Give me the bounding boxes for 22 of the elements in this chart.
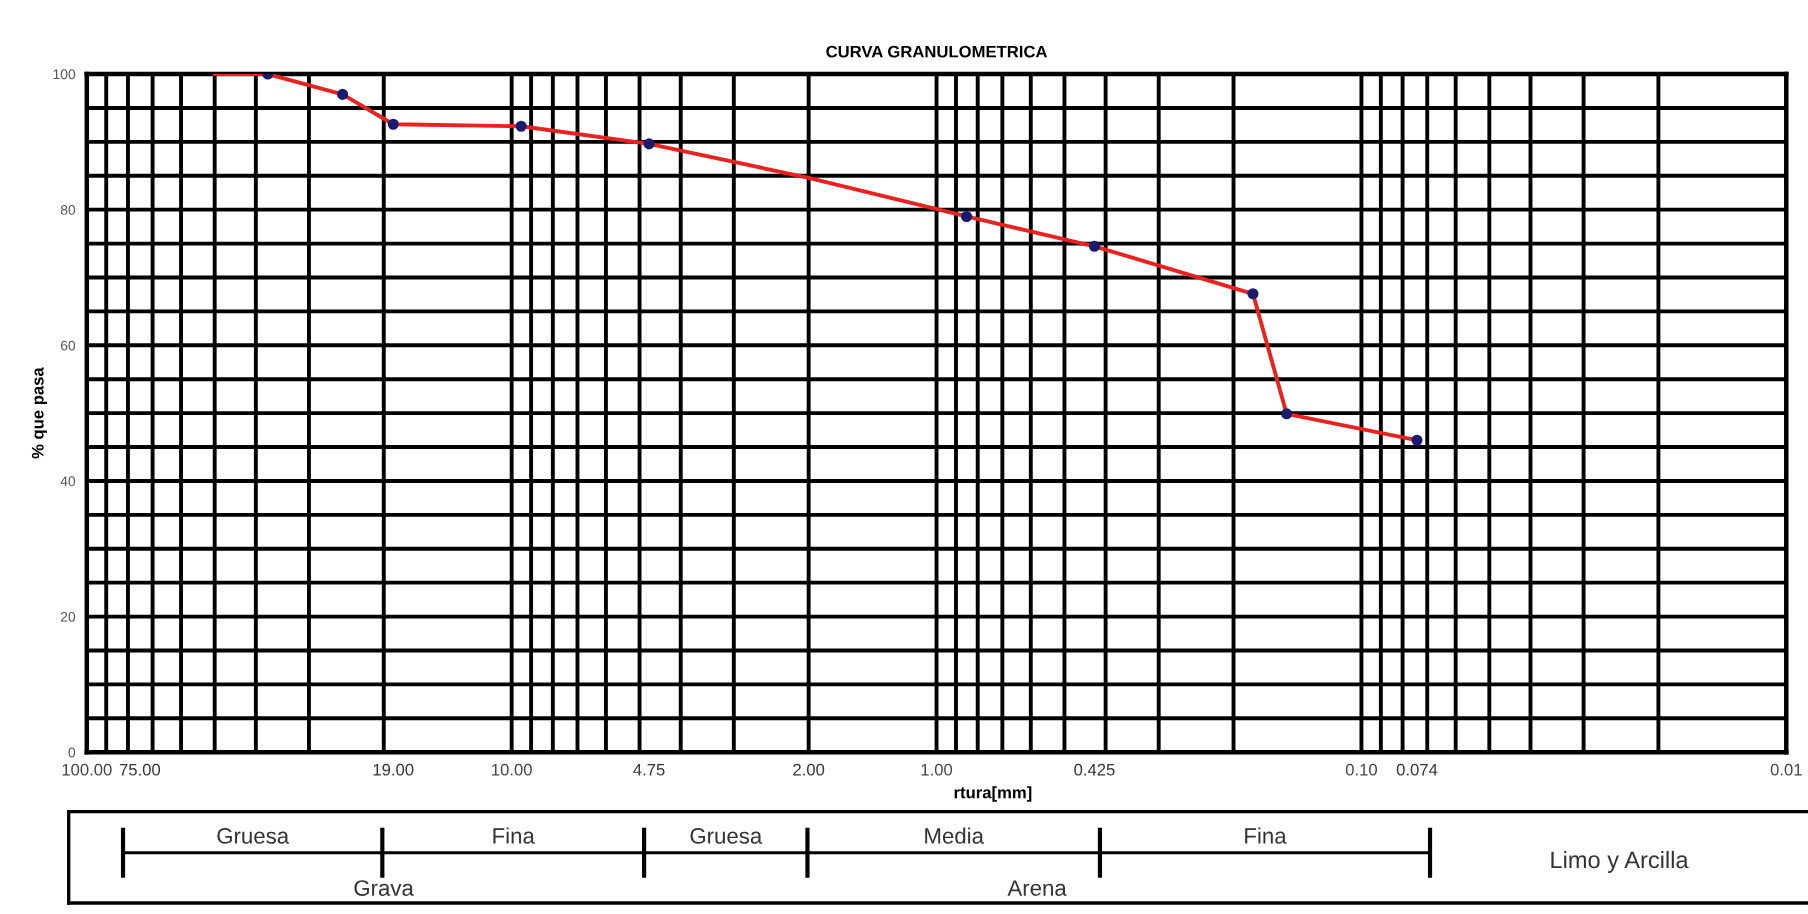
- x-tick-label: 0.074: [1396, 763, 1438, 776]
- x-tick-label: 10.00: [492, 763, 532, 776]
- x-axis-title: rtura[mm]: [954, 786, 1032, 802]
- x-tick-label: 4.75: [633, 763, 665, 776]
- text: Fina: [493, 827, 535, 844]
- x-tick-label: 100.00: [62, 763, 112, 776]
- text: Limo y Arcilla: [1551, 850, 1689, 873]
- x-tick-label: 75.00: [119, 763, 161, 776]
- text: Media: [925, 827, 984, 844]
- x-tick-label: 0.425: [1074, 763, 1115, 776]
- x-tick-label: 2.00: [793, 763, 825, 776]
- chart-title: CURVA GRANULOMETRICA: [826, 45, 1048, 58]
- text: Fina: [1245, 827, 1287, 844]
- y-axis-title: % que pasa: [31, 367, 47, 459]
- x-tick-label: 0.10: [1345, 763, 1377, 776]
- text: Grava: [354, 880, 414, 896]
- x-tick-label: 0.01: [1770, 763, 1802, 776]
- x-tick-label: 1.00: [921, 763, 953, 776]
- text: Gruesa: [217, 828, 290, 844]
- x-tick-label: 19.00: [373, 763, 414, 776]
- text: Gruesa: [690, 828, 763, 844]
- text: Arena: [1007, 880, 1067, 896]
